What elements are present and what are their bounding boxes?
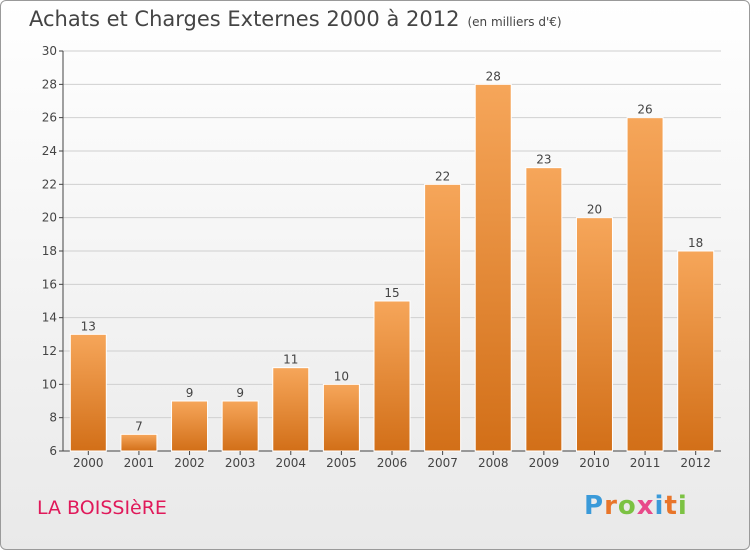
bar bbox=[322, 383, 360, 452]
data-label: 23 bbox=[536, 153, 551, 167]
logo-letter: r bbox=[604, 491, 618, 521]
y-tick-label: 28 bbox=[42, 77, 57, 91]
bar bbox=[575, 217, 613, 452]
data-label: 28 bbox=[486, 69, 501, 83]
data-label: 7 bbox=[135, 419, 143, 433]
y-tick-label: 8 bbox=[49, 411, 57, 425]
y-tick-label: 20 bbox=[42, 211, 57, 225]
y-tick-label: 14 bbox=[42, 311, 57, 325]
x-tick-label: 2005 bbox=[326, 456, 357, 470]
logo-letter: x bbox=[636, 491, 655, 521]
bar bbox=[525, 167, 563, 452]
x-tick-label: 2008 bbox=[478, 456, 509, 470]
data-label: 11 bbox=[283, 353, 298, 367]
x-tick-label: 2000 bbox=[73, 456, 104, 470]
x-tick-label: 2007 bbox=[427, 456, 458, 470]
bar bbox=[424, 183, 462, 452]
place-name: LA BOISSIèRE bbox=[37, 497, 167, 519]
x-tick-label: 2004 bbox=[275, 456, 306, 470]
y-tick-label: 30 bbox=[42, 44, 57, 58]
x-tick-label: 2011 bbox=[630, 456, 661, 470]
bar bbox=[677, 250, 715, 452]
bar bbox=[272, 367, 310, 452]
x-tick-label: 2012 bbox=[680, 456, 711, 470]
y-tick-label: 10 bbox=[42, 377, 57, 391]
x-tick-label: 2001 bbox=[124, 456, 155, 470]
y-tick-label: 16 bbox=[42, 277, 57, 291]
y-tick-label: 24 bbox=[42, 144, 57, 158]
data-label: 20 bbox=[587, 203, 602, 217]
data-label: 15 bbox=[384, 286, 399, 300]
y-tick-label: 18 bbox=[42, 244, 57, 258]
data-label: 9 bbox=[186, 386, 194, 400]
x-tick-label: 2006 bbox=[377, 456, 408, 470]
data-label: 10 bbox=[334, 369, 349, 383]
x-tick-label: 2009 bbox=[529, 456, 560, 470]
data-label: 18 bbox=[688, 236, 703, 250]
y-tick-label: 12 bbox=[42, 344, 57, 358]
logo-letter: o bbox=[617, 491, 637, 521]
logo-letter: i bbox=[677, 491, 688, 521]
x-tick-label: 2010 bbox=[579, 456, 610, 470]
x-tick-label: 2003 bbox=[225, 456, 256, 470]
chart-title-text: Achats et Charges Externes 2000 à 2012 bbox=[29, 7, 460, 31]
data-label: 26 bbox=[637, 103, 652, 117]
proxiti-logo: Proxiti bbox=[584, 491, 688, 521]
bar bbox=[626, 117, 664, 452]
data-label: 13 bbox=[81, 319, 96, 333]
logo-letter: i bbox=[654, 491, 665, 521]
bar bbox=[373, 300, 411, 452]
logo-letter: P bbox=[584, 491, 605, 521]
y-tick-label: 26 bbox=[42, 111, 57, 125]
bar bbox=[474, 83, 512, 452]
bar bbox=[171, 400, 209, 452]
bar bbox=[221, 400, 259, 452]
data-label: 9 bbox=[236, 386, 244, 400]
y-tick-label: 6 bbox=[49, 444, 57, 458]
x-tick-label: 2002 bbox=[174, 456, 205, 470]
bar bbox=[69, 333, 107, 452]
logo-letter: t bbox=[664, 491, 678, 521]
chart-title: Achats et Charges Externes 2000 à 2012 (e… bbox=[29, 7, 562, 31]
bar bbox=[120, 433, 158, 452]
y-tick-label: 22 bbox=[42, 177, 57, 191]
chart-title-unit: (en milliers d'€) bbox=[467, 15, 562, 29]
data-label: 22 bbox=[435, 169, 450, 183]
